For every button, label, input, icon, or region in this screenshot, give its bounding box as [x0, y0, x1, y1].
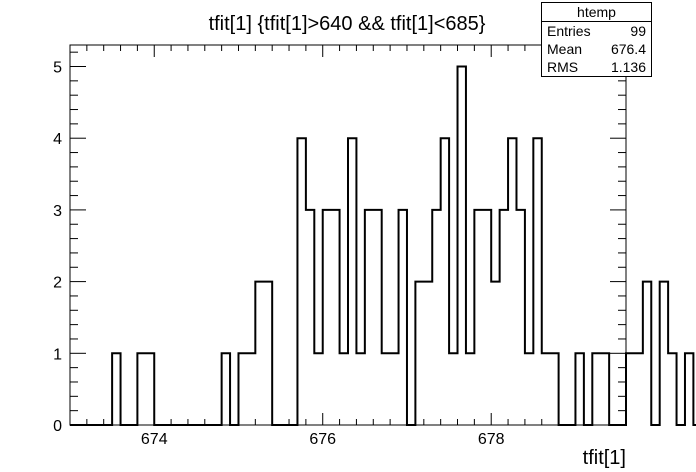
- histogram-bin: [356, 353, 364, 425]
- x-tick-label: 678: [478, 431, 505, 448]
- histogram-bin: [373, 210, 381, 425]
- histogram-bin: [508, 138, 516, 425]
- axis-ticks: [69, 45, 627, 426]
- chart-title: tfit[1] {tfit[1]>640 && tfit[1]<685}: [209, 13, 486, 35]
- y-tick-label: 2: [53, 275, 62, 292]
- histogram-bin: [306, 210, 314, 425]
- x-tick-label: 674: [141, 431, 168, 448]
- histogram-bin: [685, 353, 693, 425]
- histogram-bin: [238, 353, 246, 425]
- x-axis-label: tfit[1]: [583, 447, 626, 469]
- histogram-bin: [542, 353, 550, 425]
- y-tick-label: 4: [53, 131, 62, 148]
- stats-row-rms: RMS 1.136: [542, 58, 651, 76]
- histogram-bin: [424, 282, 432, 425]
- histogram-bin: [668, 353, 676, 425]
- histogram-bin: [382, 353, 390, 425]
- histogram-bin: [331, 210, 339, 425]
- plot-frame: [69, 44, 627, 426]
- stats-value: 99: [630, 23, 646, 39]
- stats-value: 676.4: [610, 41, 646, 57]
- y-tick-label: 5: [53, 60, 62, 77]
- x-tick-labels: 674 676 678: [141, 431, 505, 448]
- histogram-bin: [449, 353, 457, 425]
- histogram-bin: [575, 353, 583, 425]
- histogram-bin: [297, 138, 305, 425]
- y-tick-label: 0: [53, 418, 62, 435]
- histogram-bin: [348, 138, 356, 425]
- histogram-bin: [340, 353, 348, 425]
- y-tick-label: 3: [53, 203, 62, 220]
- histogram-bin: [137, 353, 145, 425]
- histogram-bin: [255, 282, 263, 425]
- stats-label: Entries: [547, 23, 591, 39]
- stats-title: htemp: [542, 3, 651, 22]
- histogram-bin: [643, 282, 651, 425]
- stats-row-mean: Mean 676.4: [542, 40, 651, 58]
- y-tick-labels: 0 1 2 3 4 5: [53, 60, 62, 435]
- histogram-bin: [516, 210, 524, 425]
- histogram-bins: [112, 67, 696, 425]
- histogram-bin: [146, 353, 154, 425]
- y-tick-label: 1: [53, 346, 62, 363]
- histogram-bin: [525, 353, 533, 425]
- histogram-series: [70, 65, 696, 426]
- histogram-bin: [533, 138, 541, 425]
- histogram-bin: [365, 210, 373, 425]
- histogram-bin: [550, 353, 558, 425]
- x-tick-label: 676: [309, 431, 336, 448]
- histogram-bin: [222, 353, 230, 425]
- histogram-bin: [634, 353, 642, 425]
- stats-value: 1.136: [610, 59, 646, 75]
- histogram-bin: [112, 353, 120, 425]
- histogram-bin: [592, 353, 600, 425]
- histogram-bin: [626, 353, 634, 425]
- histogram-bin: [441, 138, 449, 425]
- stats-label: Mean: [547, 41, 583, 57]
- histogram-bin: [247, 353, 255, 425]
- histogram-bin: [483, 210, 491, 425]
- histogram-bin: [432, 210, 440, 425]
- histogram-bin: [399, 210, 407, 425]
- histogram-bin: [458, 67, 466, 425]
- histogram-bin: [314, 353, 322, 425]
- histogram-bin: [491, 282, 499, 425]
- histogram-bin: [466, 353, 474, 425]
- histogram-bin: [500, 210, 508, 425]
- histogram-bin: [601, 353, 609, 425]
- stats-box: htemp Entries 99 Mean 676.4 RMS 1.136: [541, 2, 652, 77]
- histogram-bin: [264, 282, 272, 425]
- histogram-bin: [660, 282, 668, 425]
- stats-row-entries: Entries 99: [542, 22, 651, 40]
- stats-label: RMS: [547, 59, 579, 75]
- histogram-bin: [323, 210, 331, 425]
- histogram-bin: [390, 353, 398, 425]
- histogram-bin: [474, 210, 482, 425]
- histogram-bin: [415, 282, 423, 425]
